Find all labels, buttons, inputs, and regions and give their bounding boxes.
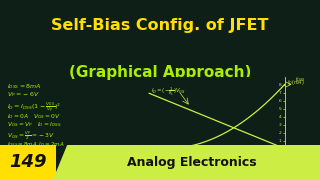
Text: $I_D = I_{DSS}(1-\frac{V_{GS}}{V_P})^2$: $I_D = I_{DSS}(1-\frac{V_{GS}}{V_P})^2$ bbox=[7, 101, 61, 114]
Polygon shape bbox=[53, 145, 320, 180]
Text: $I_{DSS}$: $I_{DSS}$ bbox=[295, 75, 306, 84]
Text: Self-Bias Config. of JFET: Self-Bias Config. of JFET bbox=[51, 18, 269, 33]
Text: Analog Electronics: Analog Electronics bbox=[127, 156, 257, 169]
FancyBboxPatch shape bbox=[0, 145, 56, 180]
Text: $V_P = -6V$: $V_P = -6V$ bbox=[7, 91, 40, 99]
Text: $V_{GS}=\frac{V_P}{2}=-3V$: $V_{GS}=\frac{V_P}{2}=-3V$ bbox=[7, 129, 55, 142]
Text: $V_{GS}(V)$: $V_{GS}(V)$ bbox=[287, 154, 304, 163]
Text: $V_{GS}=V_P \quad I_D=I_{DSS}$: $V_{GS}=V_P \quad I_D=I_{DSS}$ bbox=[7, 120, 62, 129]
Text: $I_{DSS} = 8mA$: $I_{DSS} = 8mA$ bbox=[7, 82, 42, 91]
Text: $I_D=(-\frac{1}{R_s})V_{GS}$: $I_D=(-\frac{1}{R_s})V_{GS}$ bbox=[151, 86, 186, 98]
Text: (Graphical Approach): (Graphical Approach) bbox=[69, 65, 251, 80]
Text: $I_D(mA)$: $I_D(mA)$ bbox=[287, 78, 305, 87]
Text: $I_{DSS}=8mA \;\; I_D=2mA$: $I_{DSS}=8mA \;\; I_D=2mA$ bbox=[7, 140, 65, 149]
Text: $I_D=0A \quad V_{GS}=0V$: $I_D=0A \quad V_{GS}=0V$ bbox=[7, 112, 61, 121]
Text: 149: 149 bbox=[9, 153, 47, 171]
